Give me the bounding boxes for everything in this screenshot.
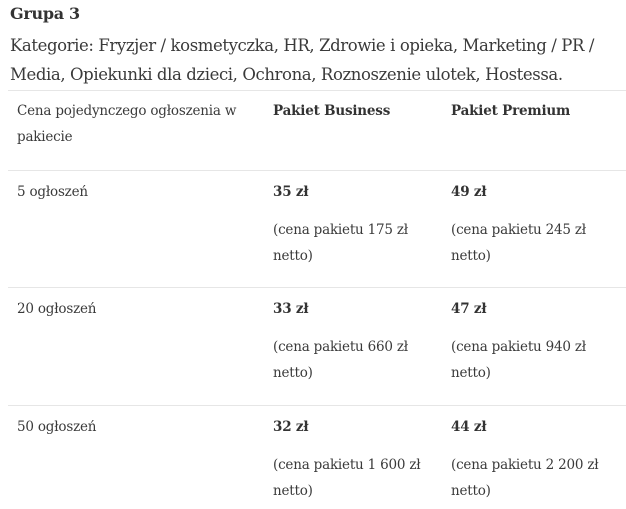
premium-price: 47 zł [451,301,487,317]
row-label: 5 ogłoszeń [17,184,88,200]
header-premium: Pakiet Premium [451,103,571,119]
premium-price: 49 zł [451,184,487,200]
business-cell: 33 zł (cena pakietu 660 zł netto) [273,296,443,386]
business-price: 32 zł [273,419,309,435]
business-cell: 32 zł (cena pakietu 1 600 zł netto) [273,414,443,504]
header-price-per-ad: Cena pojedynczego ogłoszenia w pakiecie [17,103,237,145]
business-price: 33 zł [273,301,309,317]
premium-package-note: (cena pakietu 245 zł netto) [451,222,586,264]
business-package-note: (cena pakietu 660 zł netto) [273,339,408,381]
business-cell: 35 zł (cena pakietu 175 zł netto) [273,179,443,269]
premium-cell: 49 zł (cena pakietu 245 zł netto) [451,179,621,269]
group-title: Grupa 3 [10,4,80,23]
premium-cell: 47 zł (cena pakietu 940 zł netto) [451,296,621,386]
premium-cell: 44 zł (cena pakietu 2 200 zł netto) [451,414,621,504]
categories-text: Kategorie: Fryzjer / kosmetyczka, HR, Zd… [10,36,594,84]
business-price: 35 zł [273,184,309,200]
business-package-note: (cena pakietu 1 600 zł netto) [273,457,421,499]
divider [8,405,626,406]
premium-price: 44 zł [451,419,487,435]
premium-package-note: (cena pakietu 2 200 zł netto) [451,457,599,499]
row-label: 50 ogłoszeń [17,419,97,435]
row-label: 20 ogłoszeń [17,301,97,317]
header-business: Pakiet Business [273,103,391,119]
divider [8,170,626,171]
divider [8,287,626,288]
premium-package-note: (cena pakietu 940 zł netto) [451,339,586,381]
divider [8,90,626,91]
business-package-note: (cena pakietu 175 zł netto) [273,222,408,264]
